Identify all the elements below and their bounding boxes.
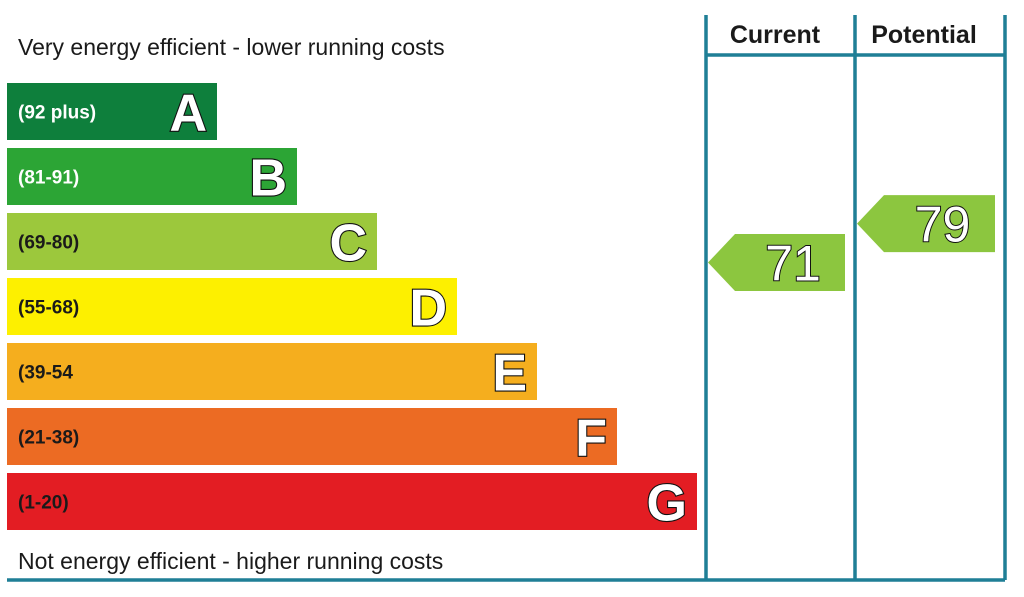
band-letter-c: C xyxy=(329,215,367,273)
band-letter-e: E xyxy=(492,345,527,403)
rating-columns-frame xyxy=(7,15,1007,582)
band-range-a: (92 plus) xyxy=(18,103,96,124)
band-range-d: (55-68) xyxy=(18,298,79,319)
band-range-e: (39-54 xyxy=(18,363,73,384)
band-letter-f: F xyxy=(575,410,607,468)
rating-markers: 71 79 xyxy=(708,195,995,293)
band-bar-d xyxy=(7,278,457,335)
band-bar-b xyxy=(7,148,297,205)
rating-value-potential: 79 xyxy=(915,197,971,253)
column-header-current: Current xyxy=(730,21,821,49)
band-bar-c xyxy=(7,213,377,270)
band-range-g: (1-20) xyxy=(18,493,69,514)
band-range-c: (69-80) xyxy=(18,233,79,254)
band-letter-a: A xyxy=(169,85,207,143)
band-range-f: (21-38) xyxy=(18,428,79,449)
band-bar-f xyxy=(7,408,617,465)
band-range-b: (81-91) xyxy=(18,168,79,189)
column-header-potential: Potential xyxy=(871,21,977,49)
rating-bands: (92 plus) A (81-91) B (69-80) C (55-68) D (39-54… xyxy=(7,83,697,534)
band-bar-g xyxy=(7,473,697,530)
rating-arrow-current xyxy=(708,234,845,292)
band-letter-b: B xyxy=(249,150,287,208)
band-bar-a xyxy=(7,83,217,140)
band-letter-d: D xyxy=(409,280,447,338)
top-caption: Very energy efficient - lower running co… xyxy=(18,34,445,60)
bottom-caption: Not energy efficient - higher running co… xyxy=(18,548,443,574)
band-bar-e xyxy=(7,343,537,400)
rating-arrow-potential xyxy=(857,195,995,253)
rating-value-current: 71 xyxy=(765,236,821,292)
band-letter-g: G xyxy=(647,475,687,533)
